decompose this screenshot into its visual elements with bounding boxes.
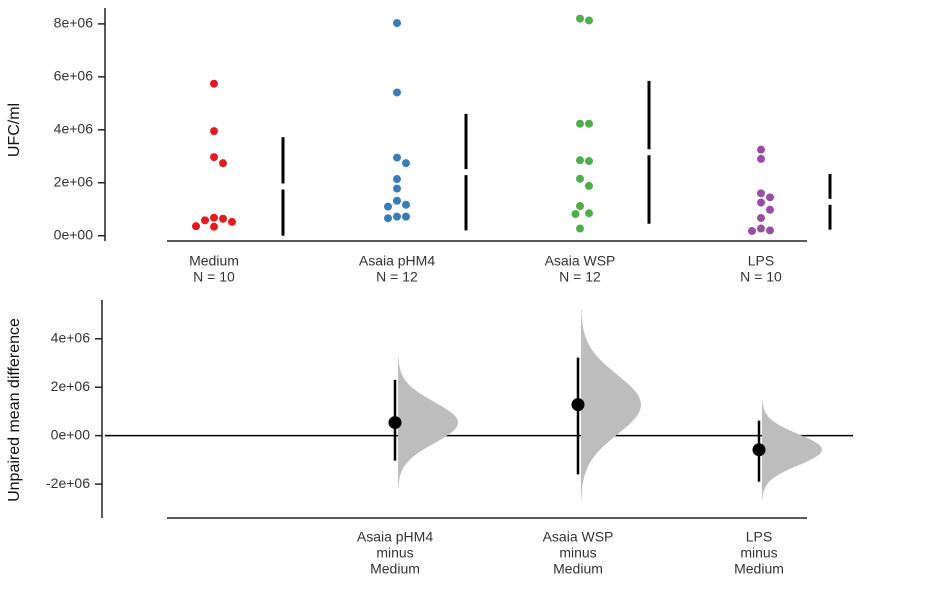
data-point bbox=[757, 189, 765, 198]
data-point bbox=[393, 212, 401, 221]
data-point bbox=[757, 198, 765, 207]
data-point bbox=[393, 19, 401, 28]
x-tick-label: Medium bbox=[189, 253, 239, 269]
data-point bbox=[576, 202, 584, 211]
x-tick-sublabel: N = 10 bbox=[193, 269, 235, 285]
x-tick-label: Asaia pHM4 bbox=[359, 253, 435, 269]
data-point bbox=[402, 200, 410, 209]
y-tick-label: -2e+06 bbox=[46, 475, 90, 491]
data-point bbox=[585, 181, 593, 190]
data-point bbox=[571, 209, 580, 218]
x-tick-label: minus bbox=[559, 545, 596, 561]
data-point bbox=[576, 174, 584, 183]
x-tick-label: Medium bbox=[553, 561, 603, 577]
y-tick-label: 4e+06 bbox=[54, 120, 94, 136]
bootstrap-distribution bbox=[398, 356, 458, 489]
data-point bbox=[766, 205, 774, 214]
data-point bbox=[402, 159, 410, 168]
y-tick-label: 0e+00 bbox=[51, 426, 91, 442]
x-tick-label: Asaia pHM4 bbox=[357, 529, 433, 545]
data-point bbox=[210, 127, 218, 136]
data-point bbox=[585, 119, 593, 128]
data-point bbox=[384, 202, 392, 211]
data-point bbox=[576, 14, 584, 23]
data-point bbox=[210, 79, 218, 88]
data-point bbox=[228, 217, 236, 226]
mean-difference bbox=[388, 416, 402, 430]
y-axis-title: UFC/ml bbox=[6, 103, 23, 157]
data-point bbox=[585, 209, 593, 218]
data-point bbox=[219, 214, 227, 223]
mean-difference bbox=[752, 443, 766, 457]
y-tick-label: 8e+06 bbox=[54, 15, 94, 31]
data-point bbox=[576, 224, 584, 233]
data-point bbox=[576, 156, 584, 165]
data-point bbox=[210, 213, 218, 222]
data-point bbox=[748, 226, 756, 235]
data-point bbox=[766, 226, 774, 235]
x-tick-label: LPS bbox=[748, 253, 774, 269]
data-point bbox=[393, 175, 401, 184]
x-tick-label: LPS bbox=[746, 529, 772, 545]
data-point bbox=[393, 88, 401, 97]
data-point bbox=[757, 213, 765, 222]
y-axis-title: Unpaired mean difference bbox=[6, 318, 23, 502]
data-point bbox=[757, 224, 765, 233]
data-point bbox=[384, 214, 392, 223]
mean-difference bbox=[571, 398, 585, 412]
data-point bbox=[393, 184, 401, 193]
x-tick-label: Asaia WSP bbox=[543, 529, 614, 545]
x-tick-label: Medium bbox=[370, 561, 420, 577]
x-tick-label: minus bbox=[740, 545, 777, 561]
data-point bbox=[585, 16, 593, 25]
x-tick-sublabel: N = 10 bbox=[740, 269, 782, 285]
bootstrap-distribution bbox=[762, 399, 822, 500]
x-tick-sublabel: N = 12 bbox=[376, 269, 418, 285]
data-point bbox=[201, 216, 209, 225]
data-point bbox=[402, 212, 410, 221]
x-tick-label: Medium bbox=[734, 561, 784, 577]
y-tick-label: 0e+00 bbox=[54, 226, 94, 242]
data-point bbox=[393, 153, 401, 162]
y-tick-label: 2e+06 bbox=[51, 378, 91, 394]
data-point bbox=[576, 119, 584, 128]
data-point bbox=[192, 222, 200, 231]
x-tick-label: minus bbox=[376, 545, 413, 561]
data-point bbox=[757, 145, 765, 154]
y-tick-label: 6e+06 bbox=[54, 68, 94, 84]
data-point bbox=[393, 196, 401, 205]
bootstrap-distribution bbox=[581, 309, 641, 500]
data-point bbox=[219, 159, 227, 168]
y-tick-label: 2e+06 bbox=[54, 173, 94, 189]
data-point bbox=[585, 157, 593, 166]
data-point bbox=[210, 222, 218, 231]
data-point bbox=[757, 154, 765, 163]
x-tick-sublabel: N = 12 bbox=[559, 269, 601, 285]
x-tick-label: Asaia WSP bbox=[545, 253, 616, 269]
data-point bbox=[766, 193, 774, 202]
y-tick-label: 4e+06 bbox=[51, 329, 91, 345]
data-point bbox=[210, 153, 218, 162]
